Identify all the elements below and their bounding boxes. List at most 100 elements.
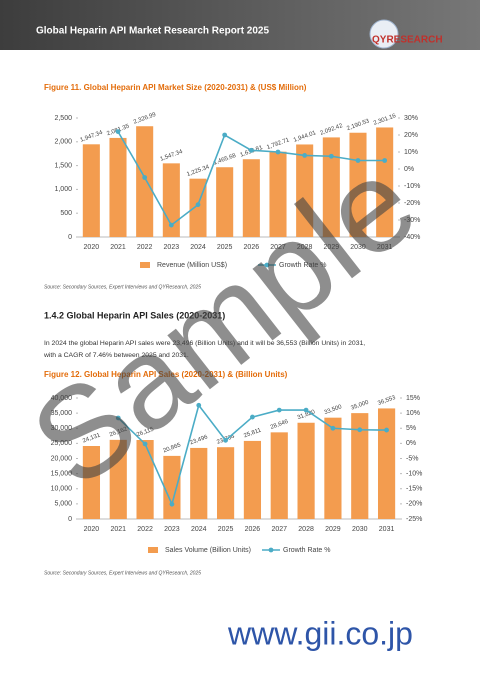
y-tick-label: 5,000 [54, 501, 72, 508]
bar [216, 167, 234, 237]
legend-label: Revenue (Million US$) [157, 262, 227, 269]
logo-badge [369, 19, 399, 49]
line-marker [330, 425, 336, 431]
x-tick-label: 2030 [352, 526, 368, 533]
line-marker [276, 407, 282, 413]
x-tick-label: 2023 [164, 244, 180, 251]
value-label: 28,646 [270, 419, 290, 431]
y-tick-label: 30,000 [51, 425, 73, 432]
y-tick-label: 500 [60, 210, 72, 217]
y2-tick-label: -15% [406, 486, 422, 493]
bar [296, 144, 314, 237]
x-tick-label: 2025 [218, 526, 234, 533]
legend-label: Growth Rate % [279, 262, 326, 269]
header-bar [0, 0, 480, 50]
y2-tick-label: 5% [406, 425, 416, 432]
bar [377, 408, 396, 519]
bar [349, 132, 367, 237]
y-tick-label: 15,000 [51, 470, 73, 477]
value-label: 33,500 [323, 404, 343, 416]
y-tick-label: 1,000 [54, 186, 72, 193]
bar [82, 144, 100, 237]
x-tick-label: 2025 [217, 244, 233, 251]
y-tick-label: 20,000 [51, 455, 73, 462]
x-tick-label: 2022 [137, 526, 153, 533]
x-tick-label: 2027 [270, 244, 286, 251]
line-marker [303, 407, 309, 413]
value-label: 2,326.99 [133, 112, 158, 126]
bar [163, 455, 181, 519]
bar [242, 159, 260, 237]
x-tick-label: 2024 [190, 244, 206, 251]
line-marker [222, 132, 228, 138]
y2-tick-label: 20% [404, 132, 418, 139]
bar [136, 440, 154, 519]
bar [351, 413, 369, 519]
bar [190, 447, 208, 519]
y2-tick-label: -20% [406, 501, 422, 508]
x-tick-label: 2024 [191, 526, 207, 533]
source-note: Source: Secondary Sources, Expert Interv… [44, 570, 201, 576]
value-label: 1,947.34 [80, 130, 105, 144]
line-marker [250, 414, 255, 420]
legend-label: Sales Volume (Billion Units) [165, 547, 251, 554]
bar [297, 422, 315, 519]
figure-caption: Figure 11. Global Heparin API Market Siz… [44, 83, 307, 92]
line-marker [384, 427, 389, 433]
y2-tick-label: 10% [404, 149, 418, 156]
bar [109, 439, 127, 519]
bar [270, 432, 288, 519]
bar [109, 137, 127, 237]
value-label: 25,811 [243, 427, 263, 439]
x-tick-label: 2028 [297, 244, 313, 251]
x-tick-label: 2030 [350, 244, 366, 251]
bar [322, 137, 340, 237]
figure-caption: Figure 12. Global Heparin API Sales (202… [44, 370, 288, 379]
value-label: 1,225.34 [186, 164, 211, 178]
line-marker [168, 222, 174, 228]
x-tick-label: 2031 [379, 526, 395, 533]
line-marker [115, 415, 121, 421]
bar [82, 446, 101, 519]
x-tick-label: 2022 [137, 244, 153, 251]
value-label: 1,792.71 [266, 137, 291, 151]
x-tick-label: 2021 [110, 526, 126, 533]
y2-tick-label: 10% [406, 410, 420, 417]
y-tick-label: 40,000 [51, 395, 73, 402]
legend-label: Growth Rate % [283, 547, 330, 554]
y-tick-label: 0 [68, 516, 72, 523]
line-marker [169, 501, 175, 507]
line-marker [223, 437, 228, 443]
y2-tick-label: -20% [404, 200, 420, 207]
line-marker [196, 402, 202, 408]
bar [269, 151, 287, 237]
x-tick-label: 2020 [84, 526, 100, 533]
line-marker [275, 149, 281, 155]
value-label: 2,301.16 [373, 113, 398, 127]
bar [376, 127, 394, 237]
y2-tick-label: 0% [406, 440, 416, 447]
bar [216, 447, 235, 519]
legend-swatch [268, 547, 274, 553]
x-tick-label: 2020 [84, 244, 100, 251]
y2-tick-label: -40% [404, 234, 420, 241]
y-tick-label: 1,500 [54, 162, 72, 169]
line-marker [328, 153, 334, 159]
y2-tick-label: 15% [406, 395, 420, 402]
x-tick-label: 2023 [164, 526, 180, 533]
source-note: Source: Secondary Sources, Expert Interv… [44, 284, 201, 290]
y2-tick-label: -5% [406, 455, 418, 462]
legend-swatch [140, 262, 150, 268]
legend-swatch [148, 547, 158, 553]
y2-tick-label: -10% [406, 470, 422, 477]
x-tick-label: 2026 [244, 244, 260, 251]
header-title: Global Heparin API Market Research Repor… [36, 26, 269, 37]
value-label: 26,115 [136, 426, 156, 438]
value-label: 36,553 [377, 395, 397, 407]
x-tick-label: 2029 [324, 244, 340, 251]
y-tick-label: 35,000 [51, 410, 73, 417]
paragraph-line: In 2024 the global Heparin API sales wer… [44, 340, 365, 347]
line-marker [115, 129, 121, 135]
x-tick-label: 2021 [110, 244, 126, 251]
